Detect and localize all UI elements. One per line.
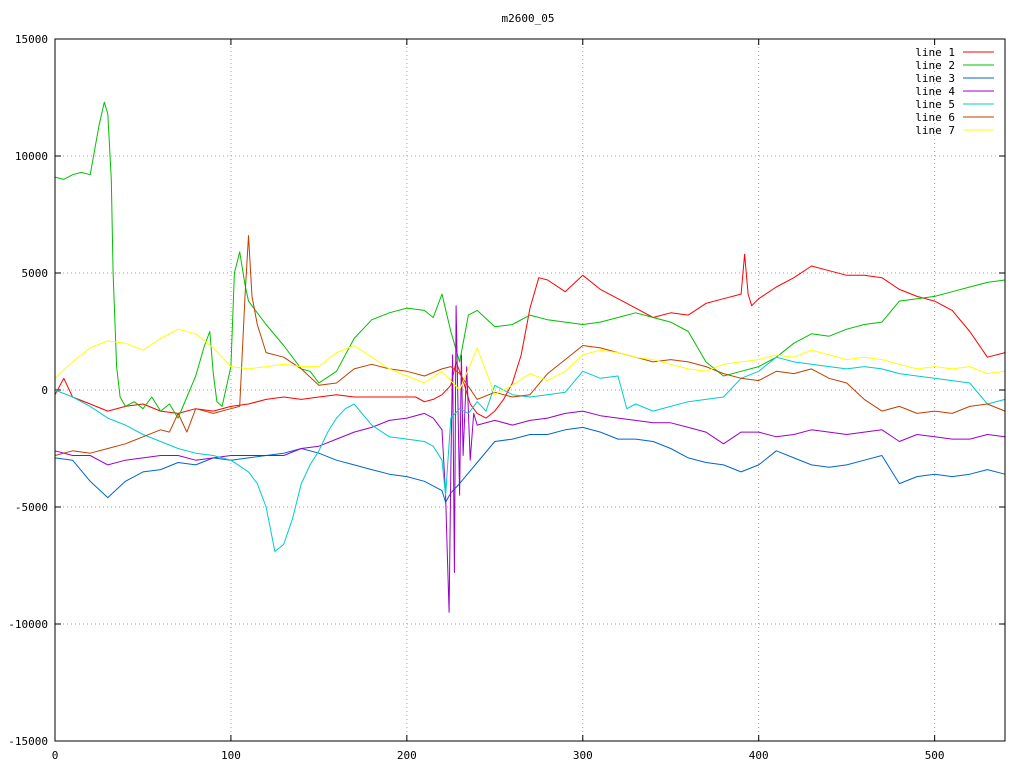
- axes: 15000 10000 5000 0 -5000 -10000 -15000 0 100 200 3…: [8, 33, 1005, 762]
- x-tick-label: 500: [925, 749, 945, 762]
- y-tick-label: 10000: [15, 150, 48, 163]
- legend-label: line 7: [915, 124, 955, 137]
- series-line-6: [54, 235, 1006, 456]
- x-tick-label: 0: [52, 749, 59, 762]
- legend-label: line 4: [915, 85, 955, 98]
- series-line-1: [54, 253, 1006, 419]
- series-group: [54, 101, 1006, 613]
- x-tick-label: 400: [749, 749, 769, 762]
- plot-frame: [54, 38, 1006, 742]
- series-line-3: [54, 426, 1006, 503]
- chart-title: m2600_05: [502, 12, 555, 25]
- y-tick-label: 0: [41, 384, 48, 397]
- x-tick-label: 200: [397, 749, 417, 762]
- x-tick-label: 300: [573, 749, 593, 762]
- y-tick-label: -5000: [15, 501, 48, 514]
- y-tick-label: 5000: [22, 267, 49, 280]
- legend-label: line 1: [915, 46, 955, 59]
- series-line-5: [54, 356, 1006, 552]
- series-line-4: [54, 305, 1006, 613]
- legend-label: line 2: [915, 59, 955, 72]
- x-tick-label: 100: [221, 749, 241, 762]
- series-line-2: [54, 101, 1006, 419]
- legend-label: line 5: [915, 98, 955, 111]
- y-tick-label: -15000: [8, 735, 48, 748]
- y-tick-label: 15000: [15, 33, 48, 46]
- legend-label: line 6: [915, 111, 955, 124]
- legend-label: line 3: [915, 72, 955, 85]
- y-tick-label: -10000: [8, 618, 48, 631]
- grid: [55, 39, 1005, 741]
- series-line-7: [54, 328, 1006, 396]
